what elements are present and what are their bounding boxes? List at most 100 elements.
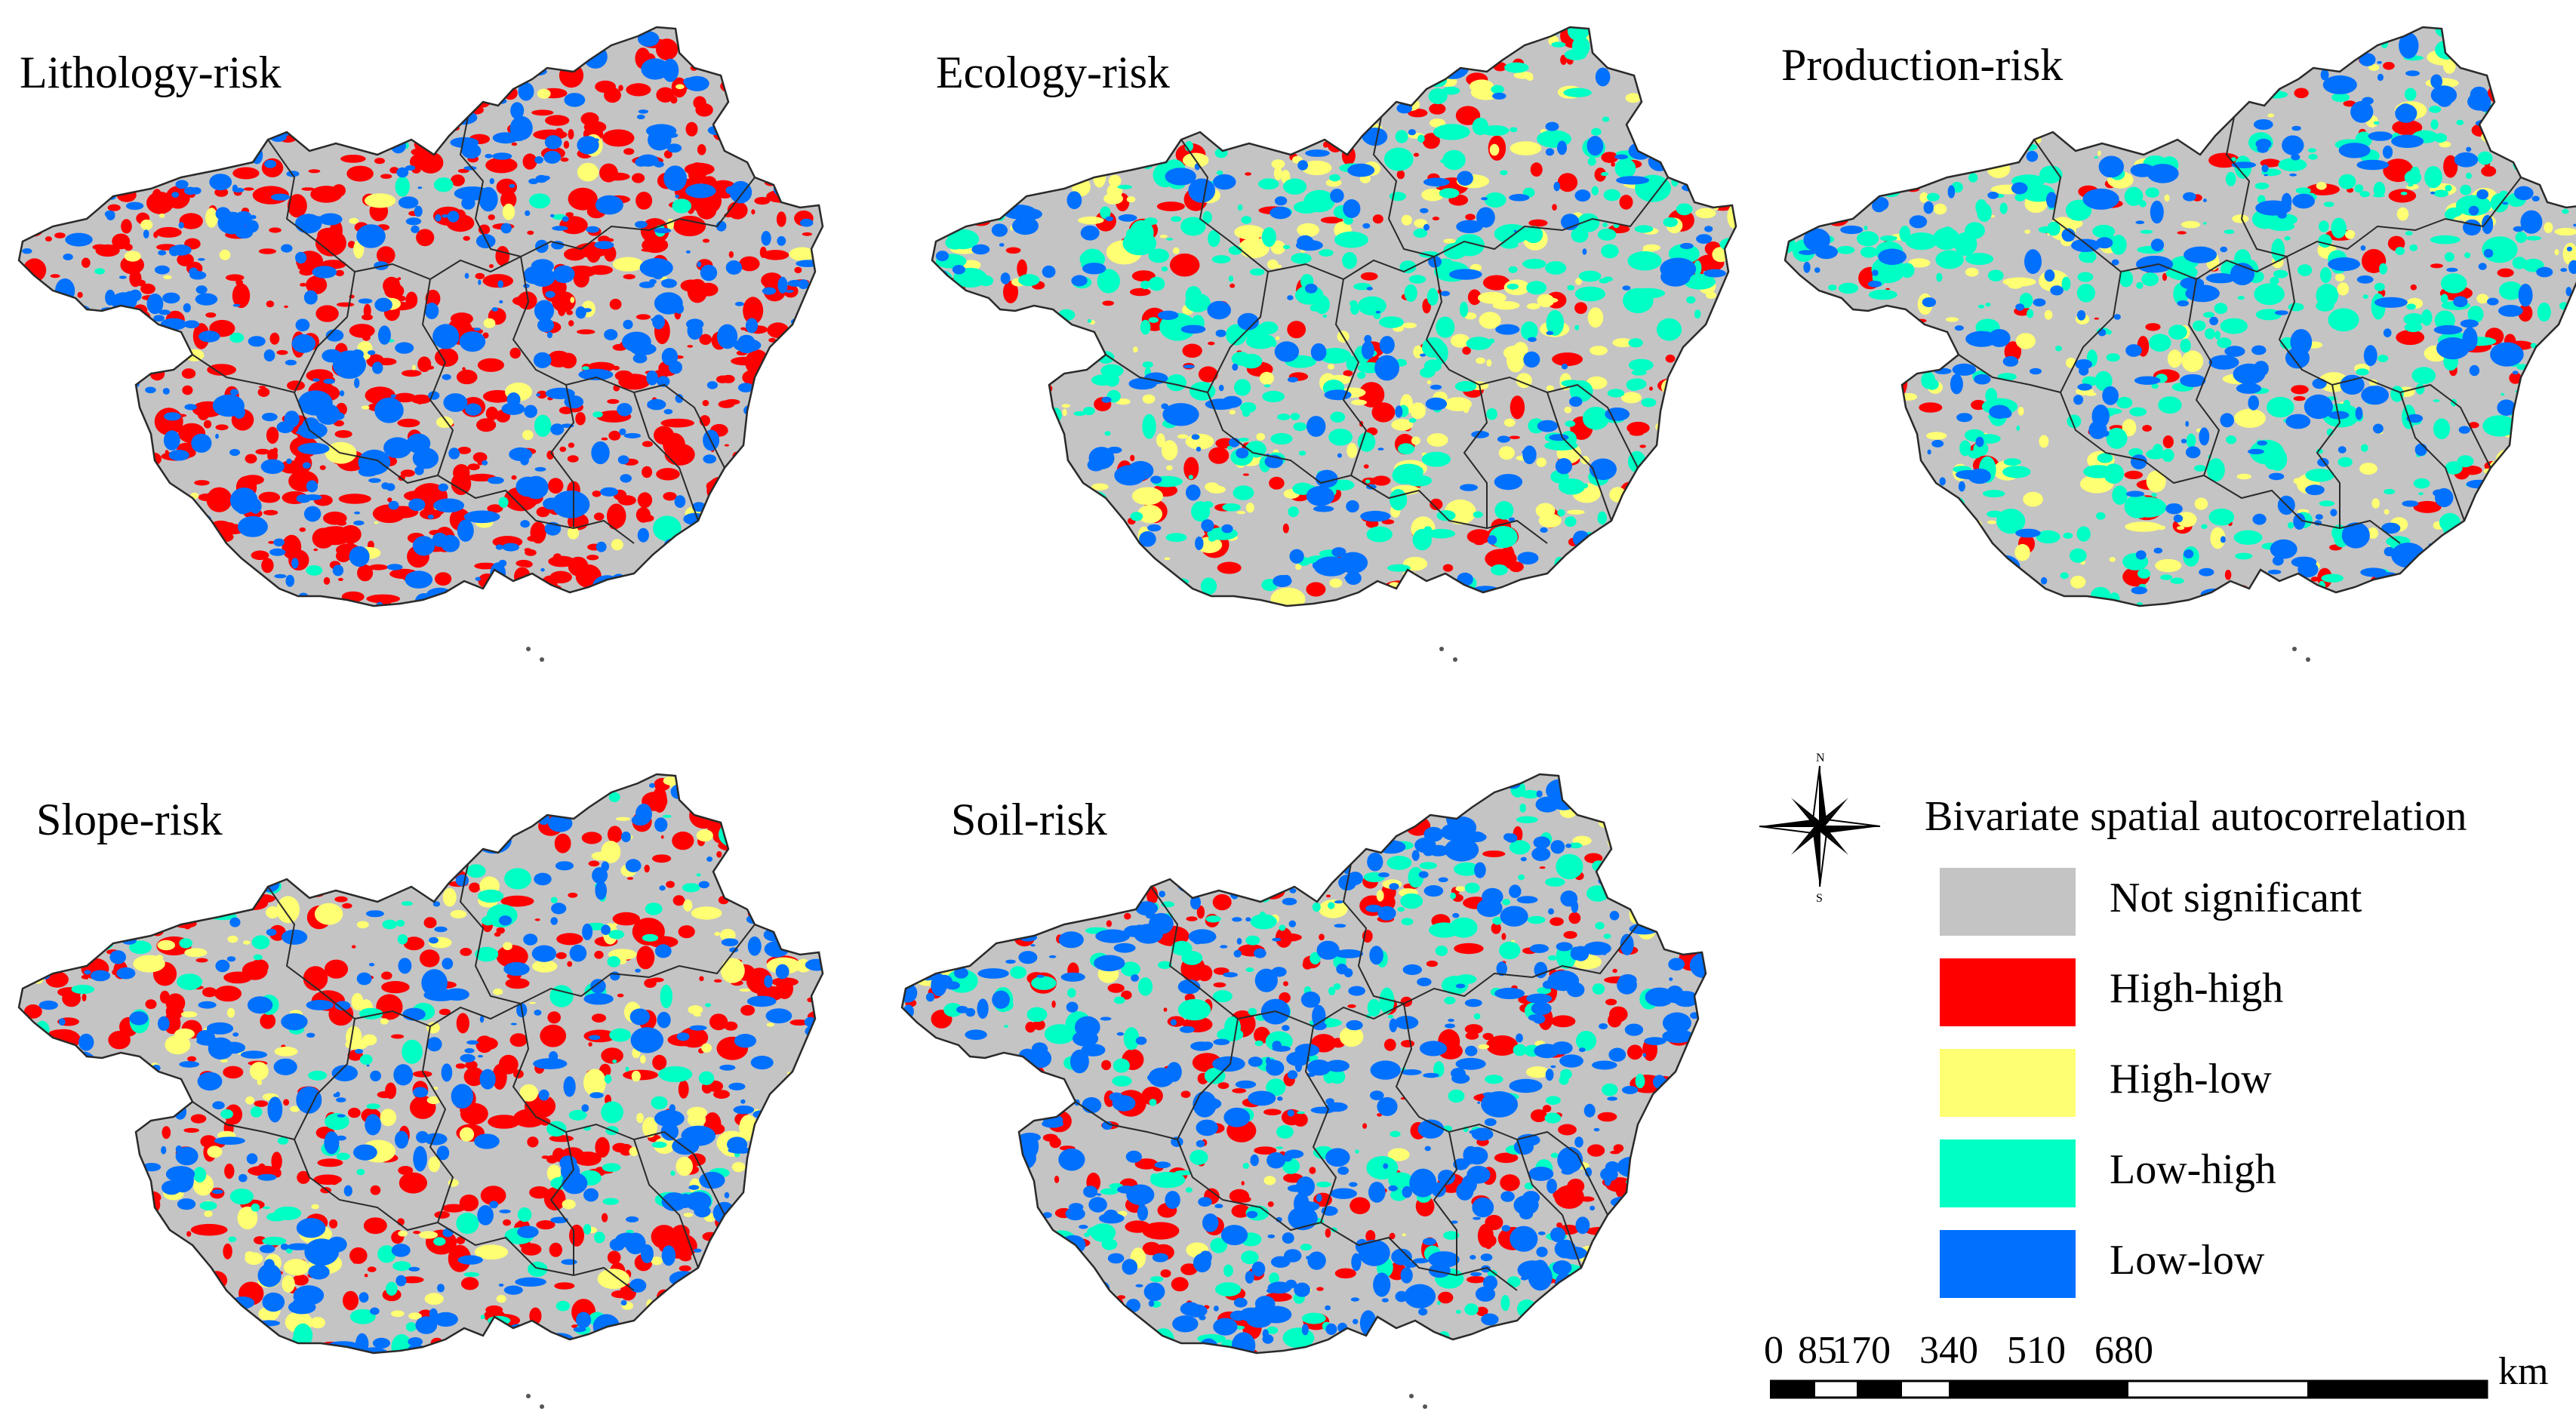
low-high-patch (2319, 220, 2329, 232)
low-high-patch (1811, 421, 1838, 434)
low-low-patch (1803, 228, 1830, 252)
low-low-patch (1950, 374, 1963, 395)
high-low-patch (702, 810, 711, 816)
low-low-patch (808, 57, 820, 63)
high-high-patch (745, 860, 768, 870)
low-low-patch (417, 186, 423, 189)
high-high-patch (451, 174, 465, 186)
low-low-patch (2026, 150, 2039, 162)
low-low-patch (1974, 374, 1991, 385)
low-high-patch (2466, 54, 2478, 60)
low-high-patch (1294, 113, 1319, 130)
high-high-patch (87, 1081, 109, 1093)
low-high-patch (308, 1070, 328, 1081)
high-high-patch (543, 1187, 566, 1211)
high-low-patch (44, 932, 49, 941)
low-low-patch (1537, 420, 1558, 432)
high-low-patch (2014, 543, 2030, 561)
low-high-patch (2160, 574, 2172, 580)
high-high-patch (1288, 72, 1305, 94)
high-high-patch (391, 1034, 405, 1039)
low-low-patch (1440, 291, 1450, 297)
low-low-patch (1316, 53, 1340, 73)
high-low-patch (346, 1026, 362, 1048)
high-high-patch (224, 522, 234, 527)
low-low-patch (762, 370, 779, 382)
low-low-patch (272, 45, 285, 54)
low-high-patch (1020, 515, 1054, 528)
low-low-patch (533, 352, 552, 368)
low-low-patch (813, 71, 823, 78)
high-high-patch (19, 503, 23, 505)
low-high-patch (40, 1165, 50, 1173)
low-high-patch (1713, 567, 1722, 576)
high-high-patch (785, 97, 798, 102)
low-high-patch (1977, 203, 1992, 223)
high-low-patch (1086, 566, 1101, 574)
low-high-patch (2547, 611, 2561, 620)
high-low-patch (2495, 448, 2521, 473)
high-high-patch (103, 87, 118, 99)
low-high-patch (1241, 216, 1252, 224)
high-high-patch (673, 215, 706, 237)
low-low-patch (1805, 32, 1826, 48)
low-high-patch (940, 223, 958, 231)
high-high-patch (88, 1285, 94, 1293)
low-low-patch (2025, 27, 2039, 35)
high-high-patch (1411, 51, 1431, 70)
low-low-patch (2185, 446, 2201, 459)
low-low-patch (2018, 38, 2031, 62)
low-low-patch (520, 520, 530, 528)
low-high-patch (1310, 82, 1328, 100)
low-low-patch (2383, 328, 2392, 337)
low-low-patch (637, 154, 659, 167)
low-high-patch (2379, 27, 2390, 32)
low-high-patch (1565, 516, 1577, 527)
low-high-patch (1470, 603, 1505, 606)
low-high-patch (932, 442, 937, 447)
high-high-patch (362, 820, 377, 836)
low-high-patch (2070, 38, 2087, 66)
low-high-patch (349, 1309, 376, 1324)
low-low-patch (191, 433, 212, 453)
low-low-patch (510, 102, 525, 120)
high-high-patch (699, 976, 704, 982)
high-low-patch (1115, 549, 1125, 558)
low-high-patch (504, 868, 531, 890)
high-low-patch (697, 1300, 710, 1306)
low-high-patch (1330, 411, 1346, 423)
high-high-patch (603, 585, 610, 593)
high-high-patch (56, 813, 72, 823)
low-high-patch (2038, 226, 2054, 233)
low-low-patch (2430, 74, 2442, 89)
high-low-patch (2364, 592, 2393, 606)
high-high-patch (121, 219, 132, 234)
high-low-patch (629, 1146, 639, 1156)
low-low-patch (440, 534, 460, 552)
high-high-patch (168, 917, 180, 921)
low-low-patch (2205, 273, 2236, 284)
low-high-patch (42, 1219, 57, 1230)
high-high-patch (95, 927, 120, 937)
high-high-patch (276, 349, 288, 355)
low-low-patch (617, 403, 632, 417)
low-low-patch (76, 592, 94, 606)
high-low-patch (473, 781, 489, 804)
high-high-patch (258, 491, 281, 503)
low-low-patch (591, 441, 610, 465)
low-low-patch (2011, 182, 2028, 195)
low-high-patch (1038, 125, 1052, 131)
low-high-patch (1829, 299, 1843, 318)
high-high-patch (772, 143, 780, 149)
low-high-patch (1720, 194, 1725, 198)
low-low-patch (130, 78, 136, 86)
high-high-patch (97, 121, 109, 129)
high-high-patch (782, 335, 789, 343)
high-high-patch (932, 182, 943, 189)
low-high-patch (1208, 535, 1217, 542)
high-high-patch (149, 1362, 166, 1368)
high-high-patch (1094, 211, 1116, 232)
region-map (17, 773, 824, 1409)
low-high-patch (1010, 341, 1022, 354)
low-low-patch (2338, 143, 2371, 158)
